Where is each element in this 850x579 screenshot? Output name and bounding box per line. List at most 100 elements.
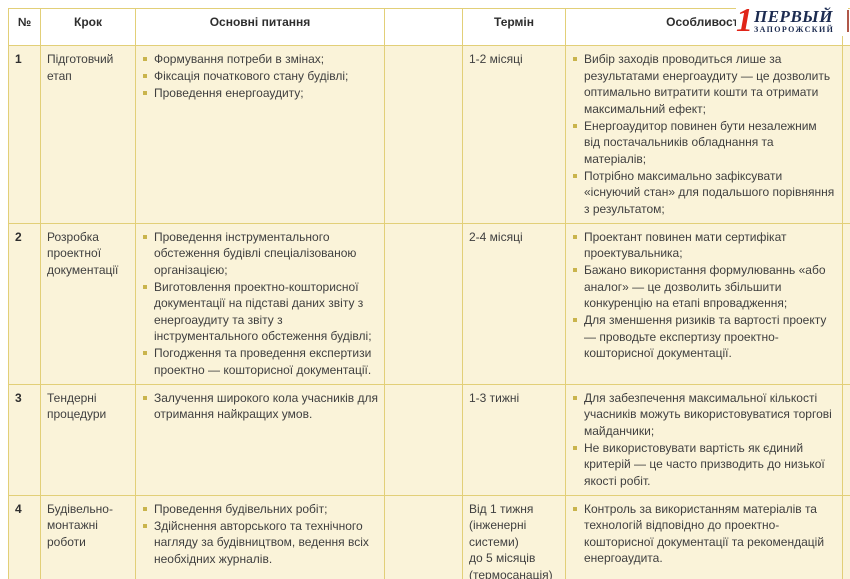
list-item: Контроль за використанням матеріалів та … (572, 501, 836, 567)
term-text: Від 1 тижня (інженерні системи) до 5 міс… (469, 501, 553, 579)
table-row: 3 Тендерні процедури Залучення широкого ко… (8, 383, 850, 496)
bullet-icon (143, 74, 147, 78)
bullet-text: Енергоаудитор повинен бути незалежним ві… (584, 118, 817, 166)
table-row: 2 Розробка проектної документації Проведен… (8, 222, 850, 385)
list-item: Бажано використання формулюваннь «або ан… (572, 262, 836, 312)
bullet-icon (573, 445, 577, 450)
features-cell: Вибір заходів проводиться лише за резуль… (565, 45, 843, 224)
list-item: Енергоаудитор повинен бути незалежним ві… (572, 118, 836, 168)
bullet-icon (143, 91, 147, 95)
list-item: Проведення будівельних робіт; (142, 501, 378, 518)
header-term: Термін (462, 8, 566, 46)
bullet-text: Здійснення авторського та технічного наг… (154, 518, 369, 566)
bullet-text: Проектант повинен мати сертифікат проект… (584, 229, 787, 261)
term-cell: 1-3 тижні (462, 383, 566, 496)
bullet-text: Не використовувати вартість як єдиний кр… (584, 440, 825, 488)
table-row: 1 Підготовчий етап Формування потреби в зм… (8, 45, 850, 224)
spacer-cell-end (842, 494, 850, 579)
questions-cell: Залучення широкого кола учасників для от… (135, 383, 385, 496)
features-cell: Контроль за використанням матеріалів та … (565, 494, 843, 579)
bullet-icon (143, 351, 147, 355)
spacer-cell-end (842, 383, 850, 496)
list-item: Проведення інструментального обстеження … (142, 229, 378, 279)
term-text: 2-4 місяці (469, 229, 523, 244)
term-cell: 2-4 місяці (462, 222, 566, 385)
questions-cell: Проведення будівельних робіт; Здійснення … (135, 494, 385, 579)
bullet-text: Для забезпечення максимальної кількості … (584, 390, 832, 438)
bullet-icon (143, 234, 147, 239)
row-number-cell: 3 (8, 383, 41, 496)
logo-edge-mark (847, 10, 849, 32)
list-item: Для зменшення ризиків та вартості проект… (572, 312, 836, 362)
header-step: Крок (40, 8, 136, 46)
bullet-text: Формування потреби в змінах; (154, 52, 325, 66)
step-cell: Підготовчий етап (40, 45, 136, 224)
list-item: Проведення енергоаудиту; (142, 85, 378, 102)
header-row: № Крок Основні питання Термін Особливост… (8, 8, 850, 46)
list-item: Виготовлення проектно-кошторисної докуме… (142, 279, 378, 345)
logo-subtitle: ЗАПОРОЖСКИЙ (754, 25, 835, 34)
logo-one-icon: 1 (736, 2, 753, 39)
spacer-cell-end (842, 45, 850, 224)
bullet-icon (573, 234, 577, 239)
list-item: Залучення широкого кола учасників для от… (142, 390, 378, 423)
spacer-cell (384, 45, 463, 224)
term-text: 1-3 тижні (469, 390, 520, 405)
step-cell: Будівельно-монтажні роботи (40, 494, 136, 579)
step-cell: Розробка проектної документації (40, 222, 136, 385)
bullet-text: Проведення інструментального обстеження … (154, 229, 357, 277)
bullet-icon (573, 173, 577, 178)
spacer-cell (384, 383, 463, 496)
list-item: Формування потреби в змінах; (142, 51, 378, 68)
list-item: Для забезпечення максимальної кількості … (572, 390, 836, 440)
bullet-icon (143, 506, 147, 511)
header-spacer (384, 8, 463, 46)
logo-title: ПЕРВЫЙ (754, 7, 833, 26)
header-questions: Основні питання (135, 8, 385, 46)
bullet-text: Вибір заходів проводиться лише за резуль… (584, 52, 831, 116)
list-item: Проектант повинен мати сертифікат проект… (572, 229, 836, 262)
table-row: 4 Будівельно-монтажні роботи Проведення бу… (8, 494, 850, 579)
list-item: Фіксація початкового стану будівлі; (142, 68, 378, 85)
row-number-cell: 4 (8, 494, 41, 579)
spacer-cell (384, 494, 463, 579)
questions-cell: Формування потреби в змінах; Фіксація поч… (135, 45, 385, 224)
bullet-icon (143, 523, 147, 528)
questions-cell: Проведення інструментального обстеження … (135, 222, 385, 385)
bullet-text: Для зменшення ризиків та вартості проект… (584, 313, 827, 360)
process-table: № Крок Основні питання Термін Особливост… (8, 8, 850, 579)
features-cell: Для забезпечення максимальної кількості … (565, 383, 843, 496)
bullet-icon (573, 57, 577, 61)
bullet-icon (573, 123, 577, 128)
bullet-text: Контроль за використанням матеріалів та … (584, 501, 825, 566)
bullet-text: Бажано використання формулюваннь «або ан… (584, 263, 826, 310)
bullet-icon (573, 506, 577, 511)
bullet-icon (573, 395, 577, 400)
spacer-cell (384, 222, 463, 385)
list-item: Погодження та проведення експертизи прое… (142, 345, 378, 378)
bullet-icon (143, 284, 147, 289)
bullet-text: Проведення енергоаудиту; (154, 86, 304, 100)
list-item: Потрібно максимально зафіксувати «існуюч… (572, 168, 836, 218)
bullet-icon (143, 57, 147, 61)
bullet-text: Виготовлення проектно-кошторисної докуме… (154, 279, 372, 344)
list-item: Здійснення авторського та технічного наг… (142, 518, 378, 568)
step-cell: Тендерні процедури (40, 383, 136, 496)
bullet-text: Проведення будівельних робіт; (154, 501, 328, 516)
row-number-cell: 2 (8, 222, 41, 385)
bullet-text: Залучення широкого кола учасників для от… (154, 390, 378, 422)
list-item: Не використовувати вартість як єдиний кр… (572, 440, 836, 490)
header-num: № (8, 8, 41, 46)
bullet-icon (573, 268, 577, 272)
bullet-icon (573, 318, 577, 322)
bullet-icon (143, 395, 147, 400)
logo: 1 ПЕРВЫЙ ЗАПОРОЖСКИЙ (736, 2, 849, 39)
term-text: 1-2 місяці (469, 52, 523, 66)
list-item: Вибір заходів проводиться лише за резуль… (572, 51, 836, 117)
spacer-cell-end (842, 222, 850, 385)
term-cell: 1-2 місяці (462, 45, 566, 224)
bullet-text: Погодження та проведення експертизи прое… (154, 346, 372, 377)
features-cell: Проектант повинен мати сертифікат проект… (565, 222, 843, 385)
bullet-text: Фіксація початкового стану будівлі; (154, 69, 349, 83)
